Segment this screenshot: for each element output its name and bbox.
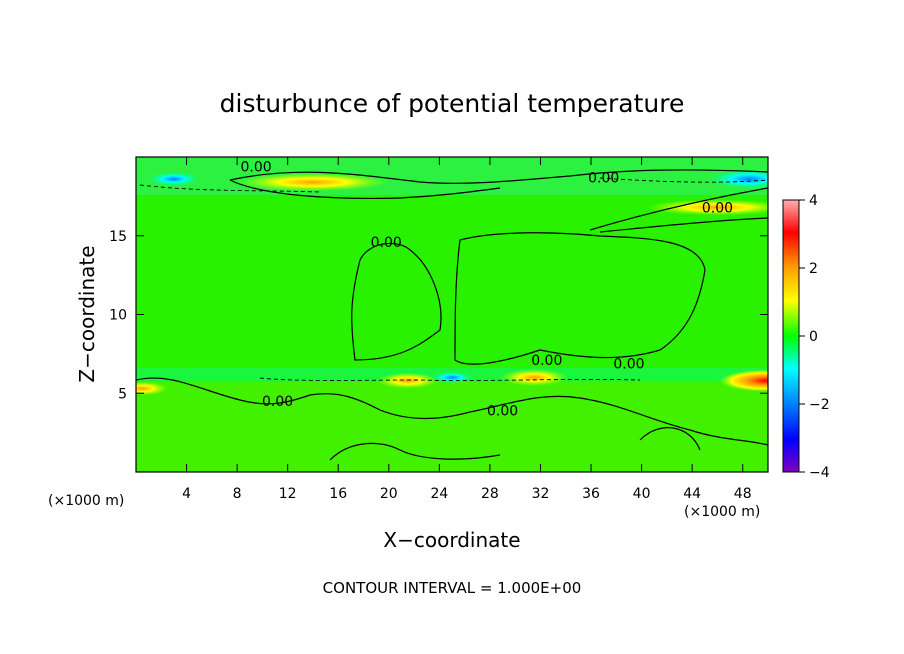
contour-label: 0.00 (371, 235, 402, 251)
warm-anomaly (236, 173, 389, 192)
x-tick-label: 48 (734, 486, 752, 502)
colorbar-tick-label: 4 (809, 193, 818, 209)
colorbar-ticks: 4 2 0 −2 −4 (799, 193, 830, 481)
y-tick-label: 5 (118, 386, 127, 402)
colorbar-tick-label: −2 (809, 397, 830, 413)
contour-label: 0.00 (588, 170, 619, 186)
contour-top (229, 169, 768, 184)
contour-labels: 0.00 0.00 0.00 0.00 0.00 0.00 0.00 0.00 (240, 159, 733, 419)
contour-label: 0.00 (531, 353, 562, 369)
contour-surface (329, 427, 701, 461)
contour-label: 0.00 (487, 404, 518, 420)
cold-anomaly (708, 169, 768, 190)
colorbar: 4 2 0 −2 −4 (782, 193, 830, 481)
warm-anomaly (136, 381, 169, 396)
contour-label: 0.00 (262, 394, 293, 410)
contour-top-band (229, 179, 501, 200)
contour-label: 0.00 (240, 159, 271, 175)
contour-low (136, 377, 768, 446)
colorbar-tick-label: −4 (809, 465, 830, 481)
contour-label: 0.00 (702, 200, 733, 216)
contour-interval-note: CONTOUR INTERVAL = 1.000E+00 (323, 579, 582, 597)
y-tick-label: 10 (109, 308, 127, 324)
warm-anomaly (500, 368, 569, 387)
upper-band (136, 157, 768, 195)
cold-anomaly (147, 172, 200, 187)
x-tick-label: 28 (481, 486, 499, 502)
warm-anomaly (719, 369, 768, 392)
contour-plume-left (351, 242, 442, 361)
lower-field (136, 382, 768, 472)
colorbar-tick-label: 2 (809, 261, 818, 277)
contour-plume-right (454, 232, 706, 365)
contour-lines (136, 169, 768, 461)
y-axis-ticks: 5 10 15 (109, 229, 768, 402)
x-axis-unit: (×1000 m) (684, 504, 760, 520)
warm-anomaly (646, 199, 768, 216)
contour-jet (589, 187, 768, 233)
y-axis-label: Z−coordinate (75, 245, 99, 382)
x-tick-label: 36 (582, 486, 600, 502)
y-tick-label: 15 (109, 229, 127, 245)
field-features (136, 169, 768, 396)
dashed-contour-mid (259, 377, 641, 382)
warm-anomaly (376, 372, 439, 389)
x-tick-label: 8 (233, 486, 242, 502)
contour-label: 0.00 (613, 356, 644, 372)
x-tick-label: 40 (633, 486, 651, 502)
x-tick-label: 20 (380, 486, 398, 502)
dashed-contour-top (139, 177, 768, 193)
x-tick-label: 12 (279, 486, 297, 502)
x-tick-label: 32 (532, 486, 550, 502)
colorbar-gradient (782, 199, 800, 473)
colorbar-tick-label: 0 (809, 329, 818, 345)
dashed-contours (139, 177, 768, 382)
x-axis-ticks: 4 8 12 16 20 24 28 32 36 40 44 48 (182, 157, 752, 502)
x-tick-label: 44 (683, 486, 701, 502)
x-tick-label: 24 (430, 486, 448, 502)
plot-area (136, 157, 768, 472)
chart-title: disturbunce of potential temperature (220, 89, 685, 118)
cold-anomaly (431, 371, 473, 384)
y-axis-unit: (×1000 m) (48, 493, 124, 509)
x-axis-label: X−coordinate (383, 528, 520, 552)
x-tick-label: 4 (182, 486, 191, 502)
x-tick-label: 16 (329, 486, 347, 502)
